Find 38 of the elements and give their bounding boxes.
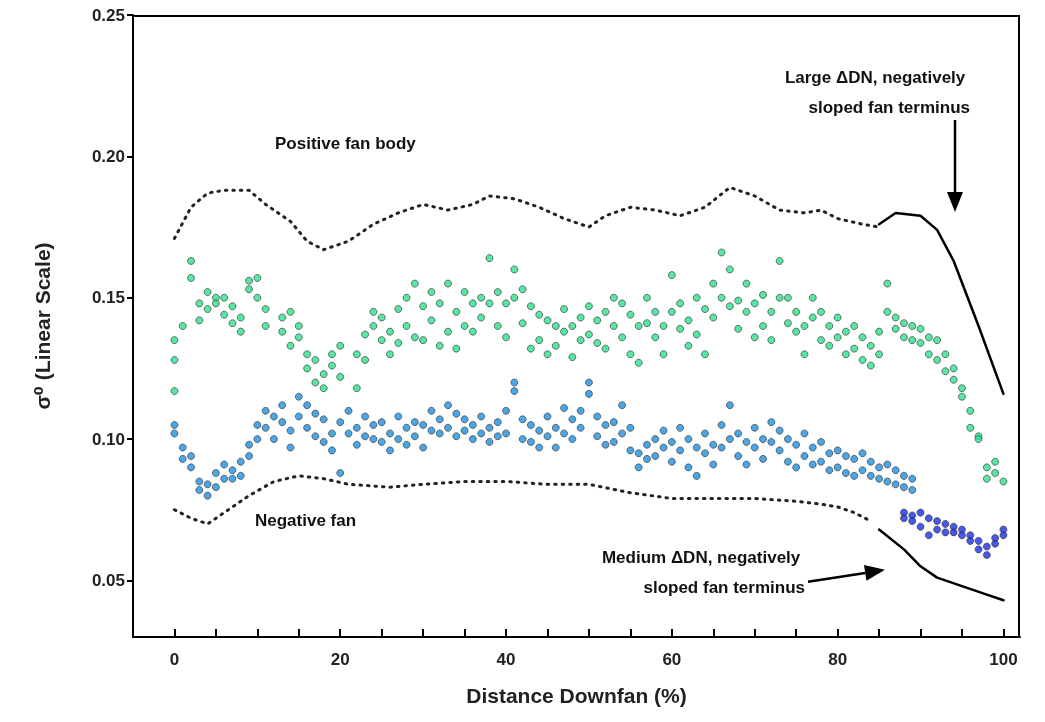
line-series bbox=[877, 528, 1005, 602]
annotation: Medium ΔDN, negatively sloped fan terminus bbox=[601, 547, 805, 597]
x-tick-label: 60 bbox=[662, 650, 682, 669]
point bbox=[933, 525, 941, 534]
point bbox=[900, 514, 908, 523]
y-axis-title: σ⁰ (Linear Scale) bbox=[31, 242, 54, 410]
point bbox=[908, 517, 917, 525]
point bbox=[974, 536, 983, 545]
x-tick-label: 80 bbox=[828, 650, 848, 669]
x-axis-title: Distance Downfan (%) bbox=[466, 684, 687, 707]
point bbox=[958, 531, 966, 540]
point bbox=[999, 531, 1008, 540]
line-series bbox=[877, 211, 1005, 396]
annotation: Negative fan bbox=[255, 510, 357, 530]
y-tick-label: 0.15 bbox=[91, 288, 125, 308]
x-tick-label: 0 bbox=[169, 650, 180, 669]
point bbox=[974, 545, 983, 554]
x-tick-label: 20 bbox=[330, 650, 350, 669]
point bbox=[924, 514, 933, 523]
annotation: Large ΔDN, negatively sloped fan terminus bbox=[784, 67, 970, 117]
x-tick-label: 40 bbox=[496, 650, 516, 669]
y-tick-label: 0.05 bbox=[91, 570, 125, 590]
annotation: Positive fan body bbox=[275, 133, 417, 153]
y-tick-label: 0.20 bbox=[91, 146, 125, 166]
point bbox=[949, 528, 958, 537]
x-tick-label: 100 bbox=[989, 650, 1018, 669]
point bbox=[933, 517, 941, 525]
y-tick-label: 0.10 bbox=[91, 429, 125, 449]
point bbox=[916, 508, 925, 517]
point bbox=[982, 551, 991, 559]
point bbox=[924, 531, 933, 540]
y-tick-label: 0.25 bbox=[91, 5, 125, 25]
point bbox=[916, 522, 925, 531]
point bbox=[941, 520, 950, 528]
point bbox=[941, 528, 950, 537]
point bbox=[966, 536, 975, 545]
point bbox=[982, 542, 991, 551]
point bbox=[991, 539, 1000, 548]
